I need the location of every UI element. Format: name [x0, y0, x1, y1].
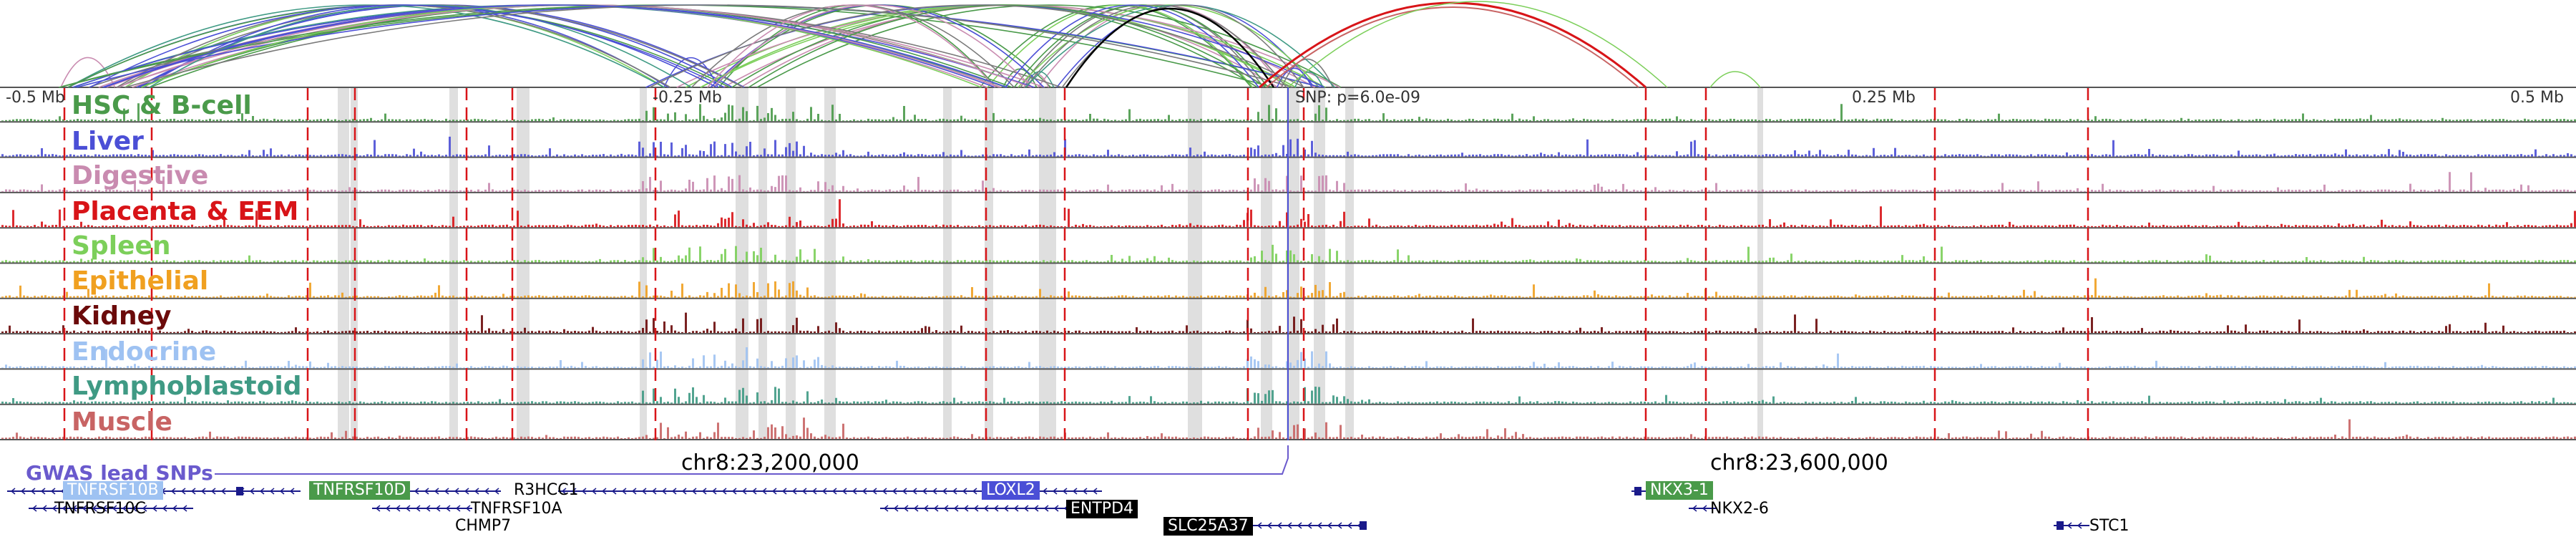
gene-exon	[1634, 487, 1641, 495]
loop-arc	[125, 4, 1294, 88]
track-label-kidney: Kidney	[72, 301, 172, 331]
gene-label-stc1[interactable]: STC1	[2089, 517, 2129, 535]
track-label-spleen: Spleen	[72, 231, 171, 261]
loop-arc	[116, 4, 671, 88]
loop-arc	[1709, 71, 1761, 88]
gene-label-nkx3-1[interactable]: NKX3-1	[1646, 481, 1713, 500]
track-label-endocrine: Endocrine	[72, 337, 217, 367]
scale-label-minus-0-5: -0.5 Mb	[6, 89, 65, 107]
gene-label-r3hcc1[interactable]: R3HCC1	[514, 481, 579, 499]
gene-strand-arrows	[883, 505, 1069, 512]
loop-arc	[1065, 7, 1275, 88]
gene-strand-arrows	[1692, 505, 1707, 512]
loop-arc	[1005, 4, 1259, 88]
gene-strand-arrows	[31, 505, 187, 512]
loop-arc	[89, 4, 718, 88]
loop-arc	[1025, 4, 1287, 88]
gene-strand-arrows	[375, 505, 471, 512]
track-label-muscle: Muscle	[72, 407, 172, 437]
gene-label-tnfrsf10b[interactable]: TNFRSF10B	[63, 481, 163, 500]
track-label-digestive: Digestive	[72, 161, 209, 190]
gwas-connector	[215, 445, 1289, 475]
scale-label-0-5: 0.5 Mb	[2510, 89, 2564, 107]
track-label-hsc-bcell: HSC & B-cell	[72, 91, 252, 120]
loop-arc	[649, 4, 1305, 88]
gene-label-loxl2[interactable]: LOXL2	[982, 481, 1040, 500]
track-label-liver: Liver	[72, 127, 144, 156]
gene-exon	[2057, 521, 2064, 530]
gene-exon	[236, 487, 243, 495]
loop-arc	[104, 4, 1008, 88]
loop-arc	[67, 4, 665, 88]
loop-arc	[1294, 71, 1324, 88]
loop-arc	[1287, 1, 1668, 88]
scale-label-minus-0-25: -0.25 Mb	[653, 89, 722, 107]
snp-pvalue-label: SNP: p=6.0e-09	[1295, 89, 1420, 107]
loop-arc	[712, 4, 1033, 88]
gene-label-tnfrsf10a[interactable]: TNFRSF10A	[471, 500, 562, 518]
gene-label-tnfrsf10c[interactable]: TNFRSF10C	[54, 500, 146, 518]
loop-arc	[1281, 58, 1334, 88]
loop-arc	[756, 4, 1342, 88]
coordinate-label-23200000: chr8:23,200,000	[681, 450, 859, 475]
gwas-lead-snps-label: GWAS lead SNPs	[26, 461, 213, 485]
coordinate-label-23600000: chr8:23,600,000	[1710, 450, 1888, 475]
loop-arc	[707, 4, 996, 88]
loop-arc	[125, 4, 665, 88]
loop-arc	[748, 4, 1267, 88]
track-label-epithelial: Epithelial	[72, 266, 209, 296]
gene-label-slc25a37[interactable]: SLC25A37	[1163, 517, 1253, 536]
track-label-lymphoblastoid: Lymphoblastoid	[72, 372, 302, 401]
track-label-placenta-eem: Placenta & EEM	[72, 197, 299, 226]
loop-arc	[1266, 6, 1639, 88]
gene-label-nkx2-6[interactable]: NKX2-6	[1710, 500, 1769, 518]
gene-label-tnfrsf10d[interactable]: TNFRSF10D	[309, 481, 411, 500]
gene-label-entpd4[interactable]: ENTPD4	[1066, 500, 1138, 518]
gene-exon	[1360, 521, 1367, 530]
gene-label-chmp7[interactable]: CHMP7	[455, 517, 512, 535]
scale-label-0-25: 0.25 Mb	[1852, 89, 1916, 107]
